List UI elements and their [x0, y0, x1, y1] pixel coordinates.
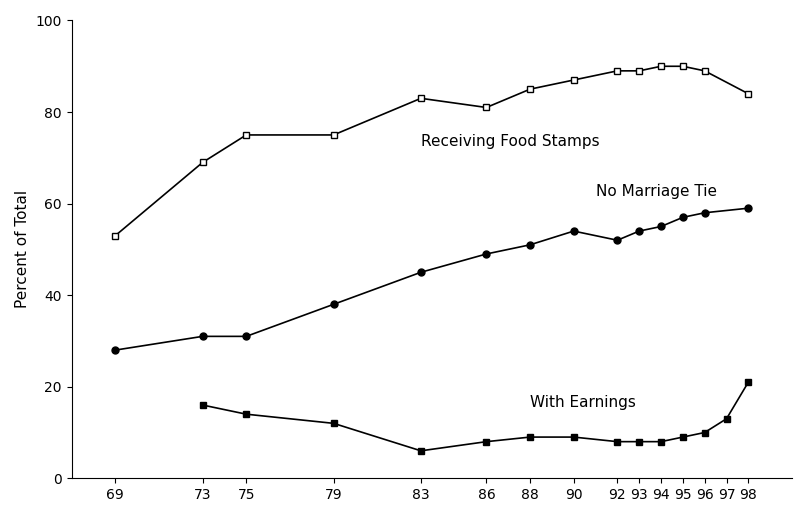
Y-axis label: Percent of Total: Percent of Total — [15, 190, 30, 309]
Text: Receiving Food Stamps: Receiving Food Stamps — [421, 134, 600, 149]
Text: With Earnings: With Earnings — [530, 394, 636, 409]
Text: No Marriage Tie: No Marriage Tie — [596, 184, 717, 199]
